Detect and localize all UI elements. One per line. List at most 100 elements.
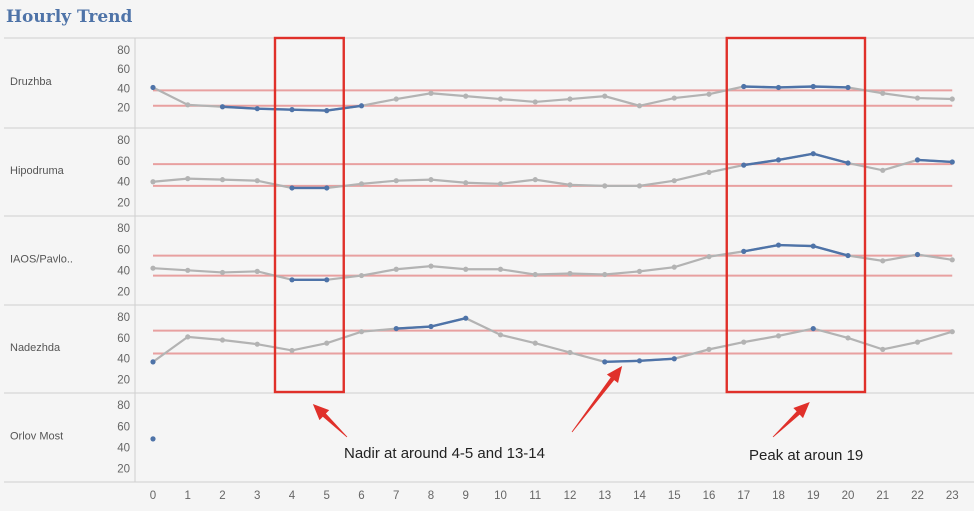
y-tick-label: 60 xyxy=(117,64,130,76)
x-tick-label: 11 xyxy=(529,490,541,502)
data-point xyxy=(636,358,643,364)
data-point xyxy=(358,272,365,279)
data-point xyxy=(393,96,399,102)
data-point xyxy=(497,181,504,187)
data-point xyxy=(289,107,295,113)
series-line-highlight xyxy=(743,152,849,167)
data-point xyxy=(358,103,365,109)
data-point xyxy=(219,104,226,110)
data-point xyxy=(150,436,156,442)
data-point xyxy=(219,177,226,183)
data-point xyxy=(880,346,886,352)
data-point xyxy=(463,266,469,272)
y-tick-label: 20 xyxy=(117,375,130,387)
data-point xyxy=(289,347,295,354)
data-point xyxy=(602,359,608,365)
x-tick-label: 3 xyxy=(254,490,260,502)
data-point xyxy=(706,254,712,260)
y-tick-label: 20 xyxy=(117,463,130,475)
data-point xyxy=(880,90,886,96)
data-point xyxy=(532,340,538,346)
x-tick-label: 18 xyxy=(772,490,785,502)
data-point xyxy=(219,269,226,276)
row-label-3: Nadezhda xyxy=(10,342,61,354)
x-tick-label: 15 xyxy=(668,490,681,502)
y-tick-label: 80 xyxy=(117,400,130,412)
data-point xyxy=(706,169,712,175)
data-point xyxy=(775,242,782,248)
data-point xyxy=(497,266,504,272)
highlight-box xyxy=(273,36,345,394)
data-point xyxy=(845,84,851,91)
x-tick-label: 19 xyxy=(807,490,820,502)
y-tick-label: 40 xyxy=(117,177,130,189)
data-point xyxy=(254,268,260,274)
chart-title: Hourly Trend xyxy=(6,7,133,27)
series-line xyxy=(152,317,953,363)
x-tick-label: 9 xyxy=(463,490,469,502)
data-point xyxy=(185,267,191,273)
x-tick-label: 14 xyxy=(633,490,646,502)
y-tick-label: 80 xyxy=(117,312,130,324)
data-point xyxy=(775,333,782,339)
data-point xyxy=(185,102,191,108)
data-point xyxy=(741,248,747,254)
data-point xyxy=(393,325,399,332)
data-point xyxy=(671,356,677,362)
data-point xyxy=(254,341,260,347)
x-tick-label: 8 xyxy=(428,490,434,502)
row-label-1: Hipodruma xyxy=(10,165,65,177)
x-tick-label: 21 xyxy=(876,490,889,502)
data-point xyxy=(324,277,330,283)
highlight-box xyxy=(725,36,867,394)
data-point xyxy=(463,93,469,99)
data-point xyxy=(741,83,747,90)
y-tick-label: 20 xyxy=(117,286,130,298)
data-point xyxy=(324,108,330,114)
data-point xyxy=(914,157,921,163)
data-point xyxy=(949,159,955,165)
data-point xyxy=(497,96,504,102)
x-tick-label: 5 xyxy=(324,490,330,502)
data-point xyxy=(254,106,260,112)
data-point xyxy=(810,325,816,332)
y-tick-label: 80 xyxy=(117,135,130,147)
data-point xyxy=(602,183,608,189)
data-point xyxy=(324,340,330,346)
data-point xyxy=(845,160,851,166)
data-point xyxy=(880,258,886,264)
data-point xyxy=(949,329,955,335)
annotation-arrow xyxy=(772,402,810,438)
data-point xyxy=(185,334,191,340)
data-point xyxy=(602,93,608,99)
data-point xyxy=(810,83,816,90)
data-point xyxy=(324,185,330,191)
y-tick-label: 40 xyxy=(117,354,130,366)
data-point xyxy=(393,266,399,272)
data-point xyxy=(254,178,260,184)
data-point xyxy=(428,263,434,269)
row-label-0: Druzhba xyxy=(10,76,52,88)
data-point xyxy=(845,252,851,259)
data-point xyxy=(671,264,677,270)
data-point xyxy=(810,151,816,157)
x-tick-label: 23 xyxy=(946,490,959,502)
annotation-arrow xyxy=(312,404,348,438)
y-tick-label: 40 xyxy=(117,265,130,277)
data-point xyxy=(289,277,295,283)
data-point xyxy=(393,178,399,184)
data-point xyxy=(532,177,538,183)
y-tick-label: 80 xyxy=(117,45,130,57)
x-tick-label: 2 xyxy=(219,490,225,502)
y-tick-label: 20 xyxy=(117,198,130,210)
data-point xyxy=(775,157,782,163)
data-point xyxy=(150,359,156,365)
data-point xyxy=(636,103,643,109)
x-tick-label: 20 xyxy=(842,490,855,502)
y-tick-label: 40 xyxy=(117,442,130,454)
data-point xyxy=(463,180,469,186)
data-point xyxy=(775,84,782,91)
data-point xyxy=(219,337,226,343)
data-point xyxy=(845,335,851,341)
